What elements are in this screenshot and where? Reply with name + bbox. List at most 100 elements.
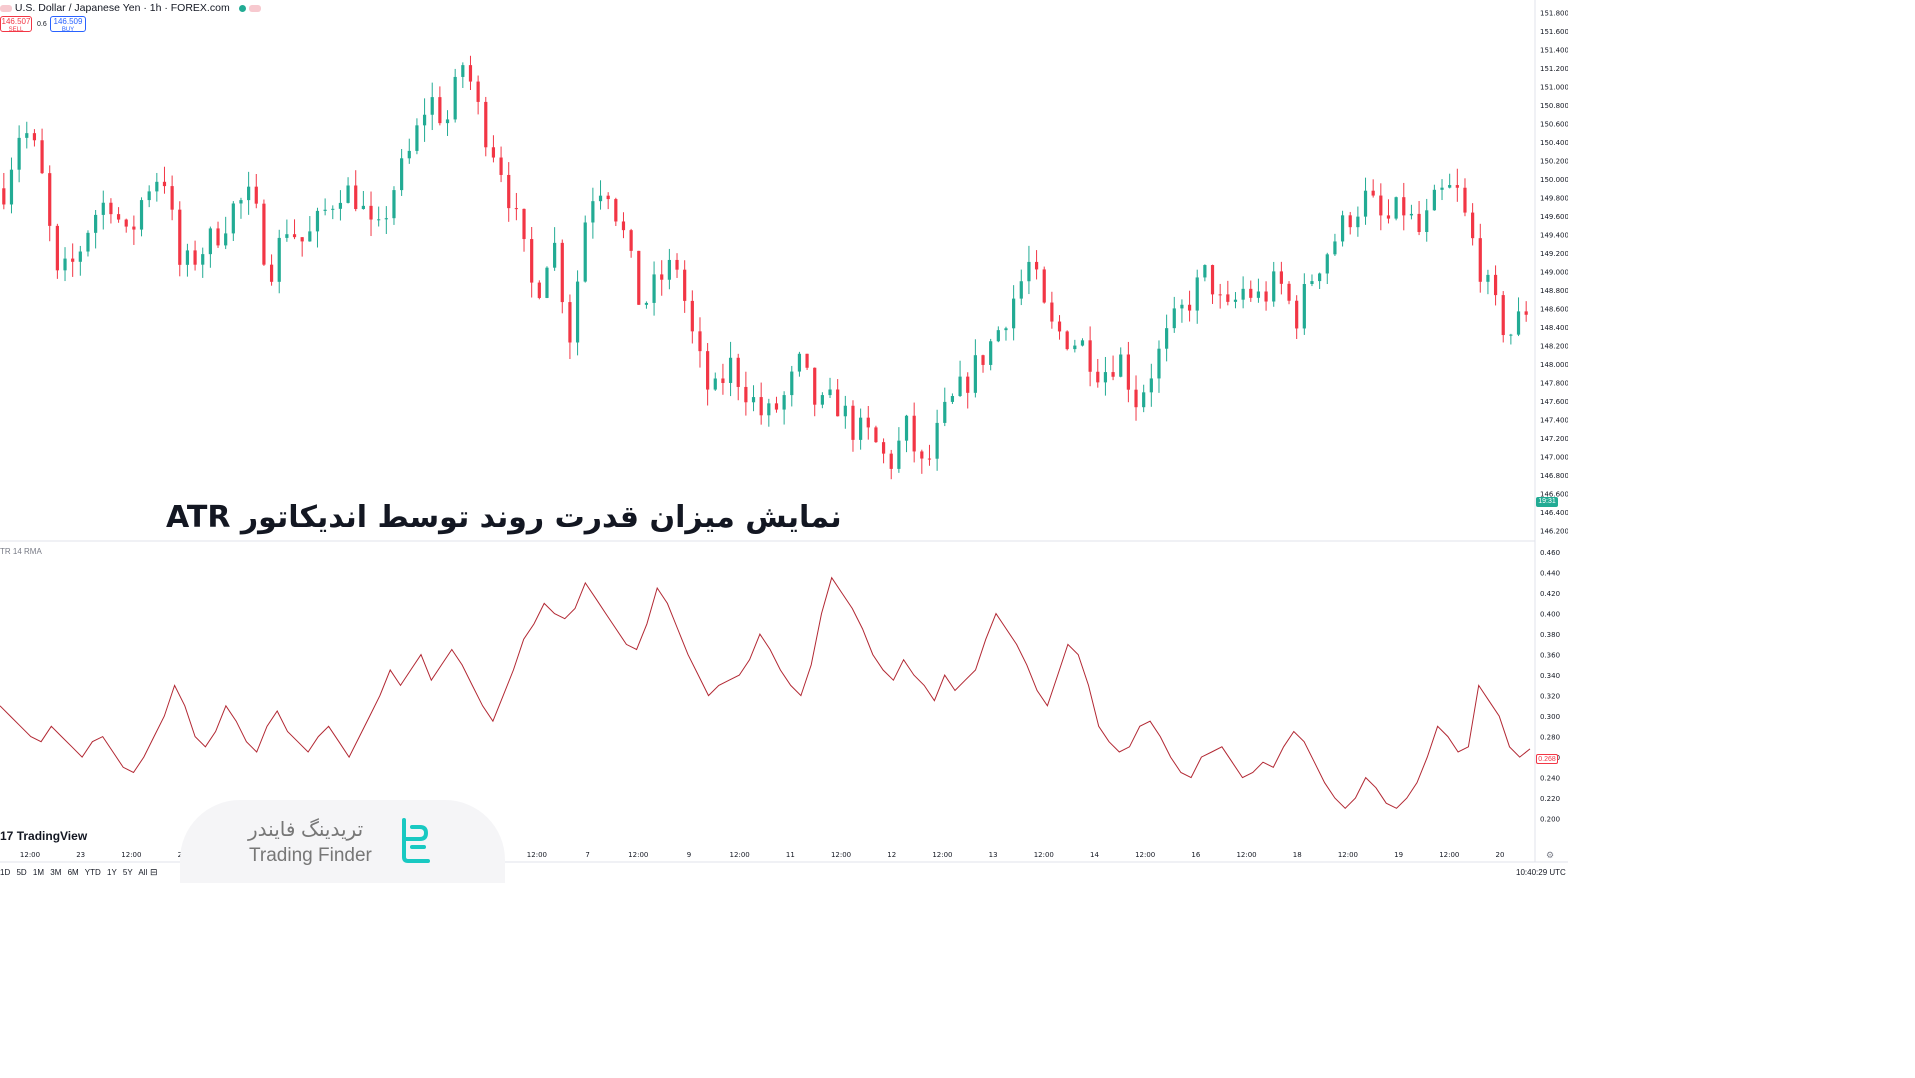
time-tick-label: 12:00 [1439, 851, 1459, 859]
atr-tick-label: 0.420 [1540, 590, 1560, 598]
clock-utc[interactable]: 10:40:29 UTC [1516, 868, 1566, 877]
atr-value-badge: 0.268 [1536, 754, 1558, 764]
candle [25, 121, 29, 149]
candle [1287, 281, 1291, 305]
candle [78, 245, 82, 276]
range-1d-button[interactable]: 1D [0, 868, 17, 877]
candle [713, 372, 717, 391]
candle [1034, 250, 1039, 280]
overlay-title: نمایش میزان قدرت روند توسط اندیکاتور ATR [166, 500, 842, 535]
candle [836, 379, 840, 417]
candle [430, 82, 434, 131]
menu-icon[interactable] [248, 4, 261, 12]
candle [1264, 281, 1268, 311]
time-tick-label: 23 [76, 851, 85, 859]
range-ytd-button[interactable]: YTD [84, 868, 108, 877]
time-tick-label: 12:00 [527, 851, 547, 859]
candle [407, 138, 411, 164]
candle [132, 215, 136, 245]
candle [1340, 210, 1345, 247]
candle [767, 398, 771, 427]
candle [1065, 330, 1069, 351]
candle [774, 396, 779, 413]
price-axis: 151.800 151.600 151.400 151.200 151.000 150.8… [1540, 10, 1568, 536]
candle [1516, 297, 1521, 337]
candle [629, 228, 633, 258]
candle [1172, 296, 1176, 333]
candle [247, 171, 251, 215]
candle [461, 62, 465, 88]
candle [1218, 283, 1222, 309]
range-selector: 1D 5D 1M 3M 6M YTD 1Y 5Y All [0, 868, 147, 877]
candle [614, 197, 618, 227]
symbol-header[interactable]: U.S. Dollar / Japanese Yen · 1h · FOREX.… [0, 2, 261, 14]
candle [1157, 340, 1161, 393]
range-5d-button[interactable]: 5D [16, 868, 33, 877]
price-tick-label: 148.400 [1540, 324, 1568, 332]
candle [338, 190, 343, 221]
indicator-label[interactable]: TR 14 RMA [0, 547, 42, 556]
candle [820, 392, 824, 409]
candle [48, 165, 52, 242]
candle [63, 247, 67, 282]
candle [216, 221, 220, 248]
candle [606, 192, 610, 210]
candle [346, 177, 350, 204]
candle [453, 68, 457, 123]
time-tick-label: 12:00 [628, 851, 648, 859]
range-3m-button[interactable]: 3M [50, 868, 68, 877]
candle [973, 339, 977, 398]
price-tick-label: 149.000 [1540, 269, 1568, 277]
candle [178, 201, 182, 277]
atr-tick-label: 0.360 [1540, 652, 1560, 660]
candle [323, 198, 327, 216]
range-6m-button[interactable]: 6M [67, 868, 85, 877]
chart-svg[interactable]: 151.800 151.600 151.400 151.200 151.000 150.8… [0, 0, 1568, 883]
price-tick-label: 151.200 [1540, 65, 1568, 73]
candle [1119, 347, 1123, 378]
candle [927, 444, 932, 466]
time-tick-label: 9 [687, 851, 691, 859]
atr-tick-label: 0.400 [1540, 611, 1560, 619]
price-tick-label: 148.200 [1540, 342, 1568, 350]
candle [637, 250, 641, 305]
candle [277, 229, 281, 294]
time-tick-label: 12:00 [831, 851, 851, 859]
candle [1501, 291, 1505, 343]
date-range-icon[interactable]: ⊟ [150, 867, 158, 877]
candle [400, 148, 404, 196]
candle [224, 216, 228, 250]
settings-gear-icon[interactable]: ⚙ [1546, 850, 1555, 860]
price-tick-label: 146.600 [1540, 490, 1568, 498]
range-1m-button[interactable]: 1M [32, 868, 51, 877]
candle [514, 192, 518, 221]
time-tick-label: 12:00 [121, 851, 141, 859]
candle [1394, 196, 1398, 221]
tradingview-logo[interactable]: 17 TradingView [0, 829, 87, 843]
sell-button[interactable]: 146.507 SELL [0, 16, 32, 33]
time-tick-label: 20 [1496, 851, 1505, 859]
candle [116, 207, 121, 223]
buy-button[interactable]: 146.509 BUY [50, 16, 86, 33]
candle [1165, 314, 1169, 362]
candle [269, 254, 274, 286]
candle [32, 129, 37, 147]
candle [828, 377, 832, 398]
atr-tick-label: 0.200 [1540, 816, 1560, 824]
range-1y-button[interactable]: 1Y [107, 868, 123, 877]
candle [1455, 168, 1459, 202]
candle [361, 190, 365, 210]
candle [1042, 266, 1046, 304]
price-tick-label: 149.600 [1540, 213, 1568, 221]
candle [415, 118, 419, 155]
candle [943, 387, 947, 427]
candle [438, 86, 442, 126]
candle [369, 191, 373, 237]
candle [874, 425, 878, 443]
range-5y-button[interactable]: 5Y [122, 868, 139, 877]
candle [920, 449, 924, 474]
price-tick-label: 146.800 [1540, 472, 1568, 480]
candle [598, 180, 603, 210]
time-tick-label: 16 [1191, 851, 1200, 859]
range-all-button[interactable]: All [138, 868, 148, 877]
